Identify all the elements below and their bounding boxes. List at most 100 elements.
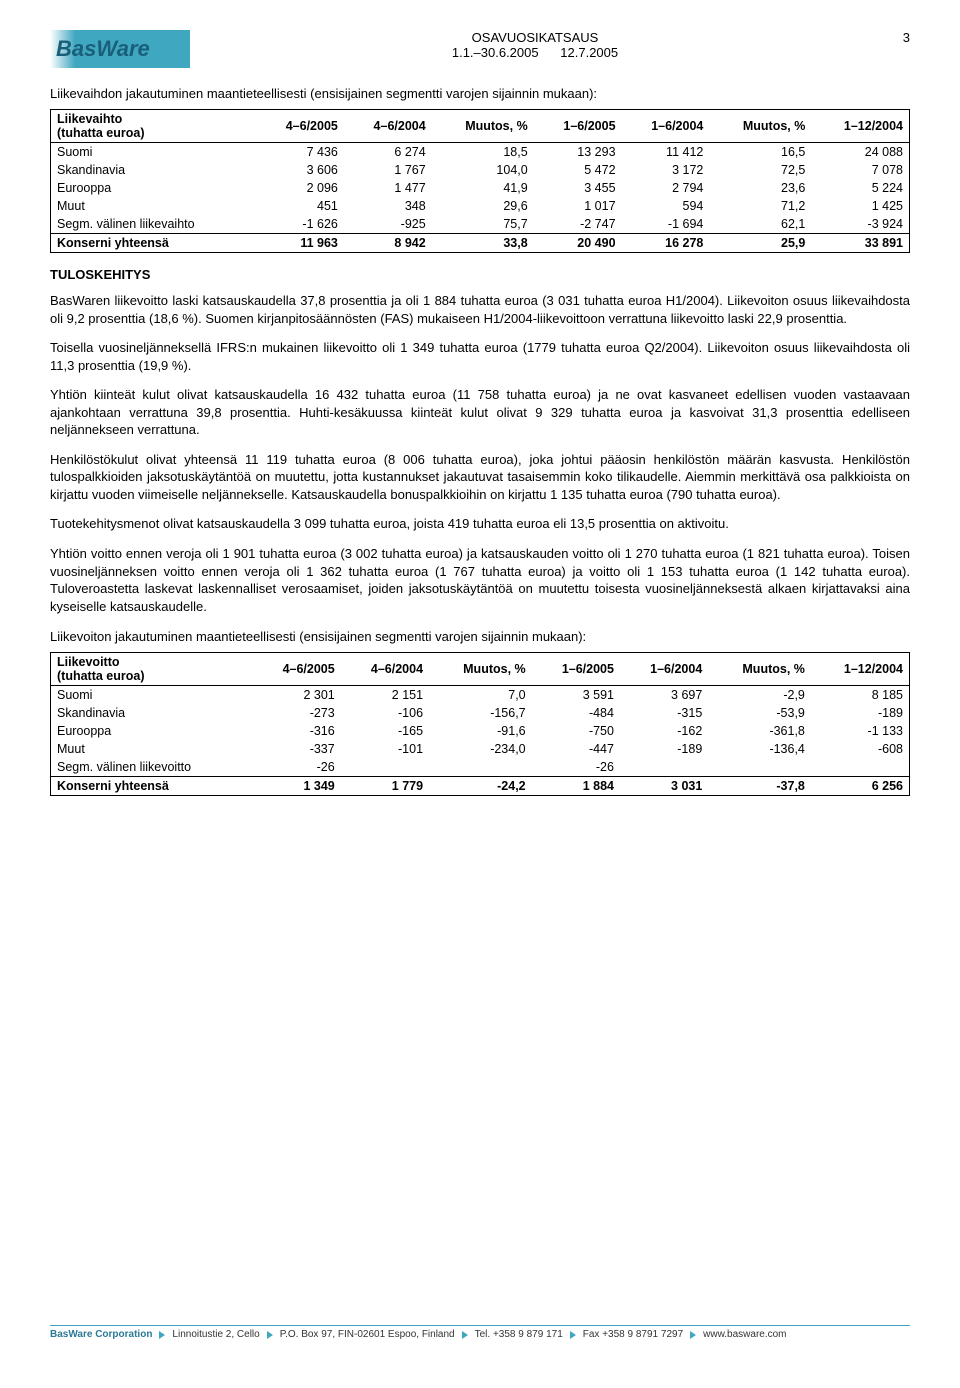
table-cell: 1 017 xyxy=(534,197,622,215)
table-cell xyxy=(620,758,708,777)
table-row: Suomi2 3012 1517,03 5913 697-2,98 185 xyxy=(51,686,910,705)
table-cell: 3 697 xyxy=(620,686,708,705)
table-cell: -316 xyxy=(252,722,340,740)
table-cell: 594 xyxy=(622,197,710,215)
triangle-icon xyxy=(570,1331,576,1339)
row-label: Suomi xyxy=(51,686,253,705)
row-label: Segm. välinen liikevoitto xyxy=(51,758,253,777)
table-cell xyxy=(708,758,811,777)
col-header: Muutos, % xyxy=(708,653,811,686)
revenue-table: Liikevaihto (tuhatta euroa) 4–6/2005 4–6… xyxy=(50,109,910,253)
page-header: BasWare OSAVUOSIKATSAUS 1.1.–30.6.2005 1… xyxy=(50,30,910,68)
table-cell: 24 088 xyxy=(811,143,909,162)
row-label: Eurooppa xyxy=(51,179,257,197)
page-number: 3 xyxy=(880,30,910,45)
table-cell: -608 xyxy=(811,740,910,758)
col-header: 1–12/2004 xyxy=(811,653,910,686)
row-label: Eurooppa xyxy=(51,722,253,740)
body-paragraph: Yhtiön voitto ennen veroja oli 1 901 tuh… xyxy=(50,545,910,615)
table-cell: 29,6 xyxy=(432,197,534,215)
table-row: Muut-337-101-234,0-447-189-136,4-608 xyxy=(51,740,910,758)
table-cell: -101 xyxy=(341,740,429,758)
col-header: 4–6/2004 xyxy=(344,110,432,143)
page-footer: BasWare Corporation Linnoitustie 2, Cell… xyxy=(50,1325,910,1340)
col-header: Muutos, % xyxy=(709,110,811,143)
table-cell: 3 031 xyxy=(620,777,708,796)
table-cell: 3 455 xyxy=(534,179,622,197)
table-cell: -162 xyxy=(620,722,708,740)
table-cell: 1 767 xyxy=(344,161,432,179)
table-cell: 33 891 xyxy=(811,234,909,253)
table-cell: 451 xyxy=(256,197,344,215)
table-cell: 71,2 xyxy=(709,197,811,215)
table-cell: -2,9 xyxy=(708,686,811,705)
table-cell: -189 xyxy=(811,704,910,722)
table-row: Eurooppa-316-165-91,6-750-162-361,8-1 13… xyxy=(51,722,910,740)
section2-intro: Liikevoiton jakautuminen maantieteellise… xyxy=(50,629,910,644)
row-label: Skandinavia xyxy=(51,161,257,179)
period: 1.1.–30.6.2005 xyxy=(452,45,539,60)
table-cell: -447 xyxy=(532,740,620,758)
table-cell: -106 xyxy=(341,704,429,722)
col-header: Muutos, % xyxy=(432,110,534,143)
table-cell: 348 xyxy=(344,197,432,215)
table-cell xyxy=(429,758,532,777)
table-cell: 62,1 xyxy=(709,215,811,234)
triangle-icon xyxy=(462,1331,468,1339)
row-label: Segm. välinen liikevaihto xyxy=(51,215,257,234)
header-center: OSAVUOSIKATSAUS 1.1.–30.6.2005 12.7.2005 xyxy=(190,30,880,60)
table-cell: 8 185 xyxy=(811,686,910,705)
table-cell: -53,9 xyxy=(708,704,811,722)
body-paragraph: Yhtiön kiinteät kulut olivat katsauskaud… xyxy=(50,386,910,439)
table-cell: 1 477 xyxy=(344,179,432,197)
table-cell: 7,0 xyxy=(429,686,532,705)
table-row: Suomi7 4366 27418,513 29311 41216,524 08… xyxy=(51,143,910,162)
table-cell: 18,5 xyxy=(432,143,534,162)
table-header-label: Liikevaihto (tuhatta euroa) xyxy=(51,110,257,143)
table-cell: 5 472 xyxy=(534,161,622,179)
table-cell: 72,5 xyxy=(709,161,811,179)
table-cell: 23,6 xyxy=(709,179,811,197)
triangle-icon xyxy=(690,1331,696,1339)
table-cell: 2 096 xyxy=(256,179,344,197)
col-header: 1–12/2004 xyxy=(811,110,909,143)
table-cell: -26 xyxy=(532,758,620,777)
footer-corp: BasWare Corporation xyxy=(50,1329,152,1340)
row-label: Suomi xyxy=(51,143,257,162)
table-cell: 2 301 xyxy=(252,686,340,705)
table-cell: 16,5 xyxy=(709,143,811,162)
header-date: 12.7.2005 xyxy=(560,45,618,60)
col-header: 1–6/2005 xyxy=(534,110,622,143)
table-cell: 6 256 xyxy=(811,777,910,796)
body-paragraph: Tuotekehitysmenot olivat katsauskaudella… xyxy=(50,515,910,533)
table-cell: 25,9 xyxy=(709,234,811,253)
table-cell: -91,6 xyxy=(429,722,532,740)
table-cell: 1 425 xyxy=(811,197,909,215)
table-cell: -1 694 xyxy=(622,215,710,234)
table-row: Segm. välinen liikevoitto-26-26 xyxy=(51,758,910,777)
table-cell: -37,8 xyxy=(708,777,811,796)
logo: BasWare xyxy=(50,30,190,68)
table-cell: -337 xyxy=(252,740,340,758)
body-paragraph: Toisella vuosineljänneksellä IFRS:n muka… xyxy=(50,339,910,374)
table-cell: 7 078 xyxy=(811,161,909,179)
table-cell: 8 942 xyxy=(344,234,432,253)
table-row: Muut45134829,61 01759471,21 425 xyxy=(51,197,910,215)
table-cell: -234,0 xyxy=(429,740,532,758)
table-cell: -3 924 xyxy=(811,215,909,234)
footer-fax: Fax +358 9 8791 7297 xyxy=(583,1329,683,1340)
table-row: Eurooppa2 0961 47741,93 4552 79423,65 22… xyxy=(51,179,910,197)
table-cell: 13 293 xyxy=(534,143,622,162)
table-cell: -24,2 xyxy=(429,777,532,796)
row-label: Muut xyxy=(51,197,257,215)
col-header: 4–6/2005 xyxy=(256,110,344,143)
table-cell: 33,8 xyxy=(432,234,534,253)
table-cell: 3 606 xyxy=(256,161,344,179)
table-cell: 1 349 xyxy=(252,777,340,796)
table-row: Segm. välinen liikevaihto-1 626-92575,7-… xyxy=(51,215,910,234)
row-label: Skandinavia xyxy=(51,704,253,722)
triangle-icon xyxy=(267,1331,273,1339)
table-cell: 20 490 xyxy=(534,234,622,253)
table-cell: 2 151 xyxy=(341,686,429,705)
col-header: 1–6/2005 xyxy=(532,653,620,686)
